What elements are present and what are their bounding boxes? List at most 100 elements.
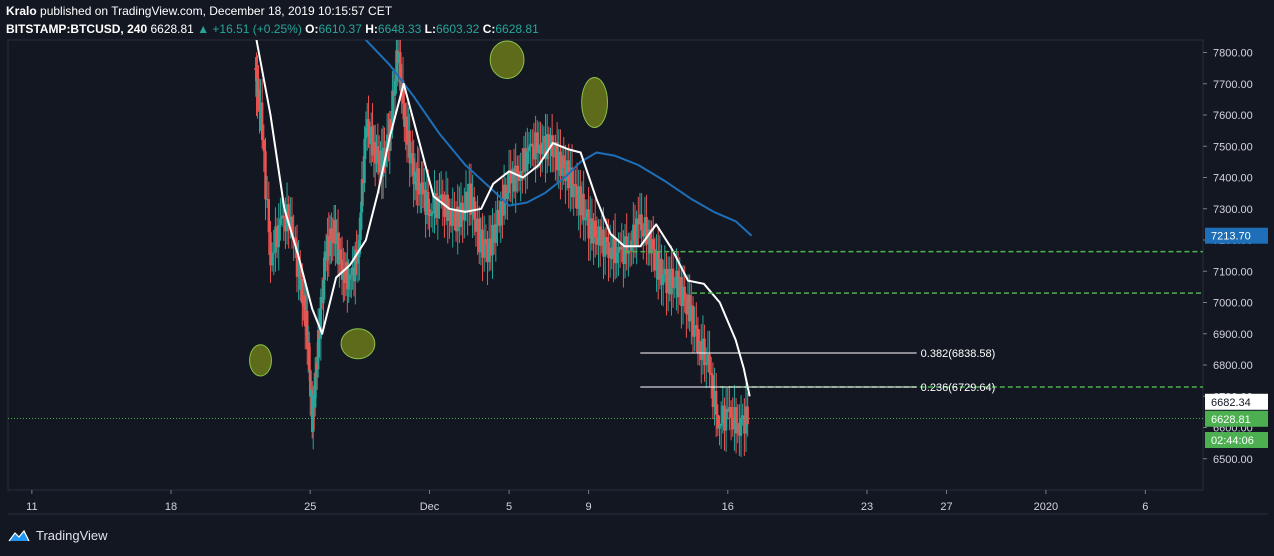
candle-body bbox=[312, 394, 315, 432]
candle-body bbox=[690, 305, 693, 322]
candle-body bbox=[327, 235, 330, 256]
candle-body bbox=[691, 305, 695, 337]
candle-body bbox=[431, 211, 435, 214]
candle-body bbox=[342, 270, 345, 280]
candle-body bbox=[466, 191, 469, 212]
candle-body bbox=[350, 274, 353, 276]
candle-body bbox=[284, 218, 287, 232]
candle-body bbox=[721, 405, 725, 424]
candle-body bbox=[272, 252, 275, 254]
x-tick-label: 6 bbox=[1142, 501, 1148, 513]
candle-body bbox=[484, 239, 488, 246]
candle-body bbox=[517, 173, 521, 181]
candle-body bbox=[618, 247, 622, 250]
candle-body bbox=[580, 193, 584, 216]
candle-body bbox=[428, 209, 431, 217]
candle-body bbox=[280, 215, 284, 219]
candle-body bbox=[458, 206, 461, 228]
candle-body bbox=[670, 268, 673, 295]
candle-body bbox=[499, 201, 502, 226]
candle-body bbox=[496, 210, 499, 224]
candle-body bbox=[352, 267, 356, 282]
candle-body bbox=[376, 146, 380, 155]
candle-body bbox=[354, 249, 357, 282]
candle-body bbox=[385, 134, 389, 148]
candle-body bbox=[282, 215, 285, 219]
candle-body bbox=[421, 182, 425, 195]
price-chart[interactable]: 7800.00 7700.00 7600.00 7500.00 7400.00 7300.… bbox=[0, 0, 1274, 518]
candle-body bbox=[514, 165, 517, 192]
slow-moving-average-line bbox=[365, 40, 753, 237]
candle-body bbox=[423, 189, 426, 195]
candle-body bbox=[640, 214, 643, 231]
tradingview-brand[interactable]: TradingView bbox=[8, 528, 108, 543]
candle-body bbox=[319, 296, 323, 339]
candle-body bbox=[392, 90, 395, 96]
candle-body bbox=[481, 229, 484, 258]
close-label: C: bbox=[482, 22, 496, 36]
candle-body bbox=[653, 249, 657, 271]
candle-body bbox=[572, 184, 575, 198]
candle-body bbox=[331, 240, 334, 244]
author-name: Kralo bbox=[6, 4, 37, 18]
candle-body bbox=[700, 340, 703, 361]
candle-body bbox=[656, 251, 660, 280]
y-tick-label: 7000.00 bbox=[1213, 298, 1253, 310]
candle-body bbox=[294, 237, 297, 243]
candle-body bbox=[433, 193, 436, 212]
x-tick-label: 18 bbox=[165, 501, 177, 513]
candle-body bbox=[504, 184, 507, 199]
candle-body bbox=[552, 156, 556, 158]
y-tick-label: 6500.00 bbox=[1213, 454, 1253, 466]
candle-body bbox=[565, 160, 569, 182]
candle-body bbox=[371, 126, 374, 156]
candle-body bbox=[332, 220, 336, 244]
candle-body bbox=[335, 232, 338, 245]
candle-body bbox=[304, 295, 307, 327]
candle-body bbox=[264, 151, 267, 200]
plot-area[interactable] bbox=[8, 27, 1203, 458]
candle-body bbox=[532, 146, 536, 160]
candle-body bbox=[323, 251, 327, 281]
candle-body bbox=[404, 116, 407, 127]
candle-body bbox=[419, 191, 422, 195]
candle-body bbox=[655, 251, 658, 271]
candle-body bbox=[625, 236, 628, 254]
candle-body bbox=[393, 81, 397, 96]
candle-body bbox=[347, 279, 350, 290]
candle-body bbox=[489, 238, 493, 256]
candle-body bbox=[635, 218, 638, 246]
x-tick-label: 2020 bbox=[1034, 501, 1058, 513]
candle-body bbox=[346, 261, 349, 290]
candle-body bbox=[399, 52, 402, 91]
candle-body bbox=[436, 196, 440, 219]
candle-body bbox=[681, 286, 685, 307]
candle-body bbox=[660, 258, 663, 286]
candle-body bbox=[257, 78, 260, 106]
candle-body bbox=[401, 80, 405, 104]
y-tick-label: 7400.00 bbox=[1213, 173, 1253, 185]
candle-body bbox=[617, 247, 620, 253]
candle-body bbox=[584, 217, 587, 221]
candle-body bbox=[381, 147, 385, 177]
candle-body bbox=[529, 143, 532, 147]
candle-body bbox=[279, 218, 282, 226]
y-tick-label: 7500.00 bbox=[1213, 141, 1253, 153]
candle-body bbox=[592, 220, 595, 244]
price-axis-badge-label: 6682.34 bbox=[1211, 397, 1251, 409]
annotation-ellipse bbox=[249, 344, 272, 377]
candle-body bbox=[265, 199, 269, 201]
candle-body bbox=[411, 153, 414, 159]
candle-body bbox=[486, 245, 489, 263]
candle-body bbox=[308, 342, 311, 370]
candle-body bbox=[397, 52, 401, 63]
candle-body bbox=[549, 135, 552, 150]
candle-body bbox=[585, 209, 589, 218]
candle-body bbox=[650, 239, 653, 254]
candle-body bbox=[693, 325, 696, 337]
candle-body bbox=[506, 193, 509, 199]
candle-body bbox=[726, 408, 729, 412]
candle-body bbox=[522, 148, 526, 173]
candle-body bbox=[547, 134, 551, 150]
candle-body bbox=[299, 263, 302, 290]
